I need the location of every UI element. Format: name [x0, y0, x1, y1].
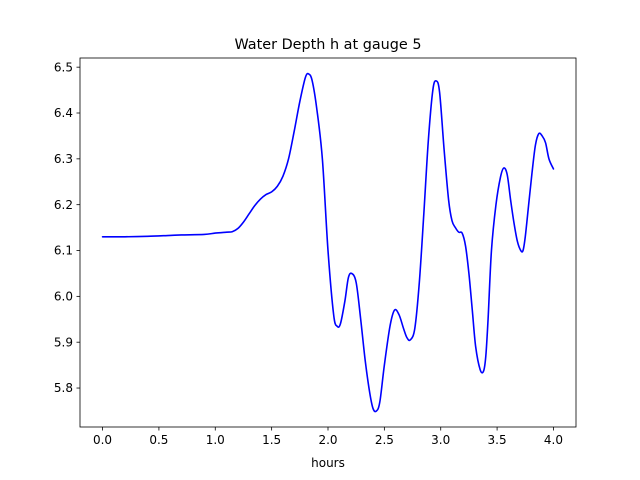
x-tick-label: 2.0 [318, 433, 337, 447]
x-tick-label: 0.0 [93, 433, 112, 447]
x-tick-label: 3.5 [488, 433, 507, 447]
y-tick-label: 6.2 [54, 198, 73, 212]
series-line [101, 72, 555, 413]
y-tick-label: 6.3 [54, 152, 73, 166]
y-tick-label: 6.0 [54, 290, 73, 304]
x-tick-label: 1.0 [206, 433, 225, 447]
y-tick-label: 6.5 [54, 60, 73, 74]
x-tick-label: 4.0 [544, 433, 563, 447]
y-tick-label: 6.4 [54, 106, 73, 120]
x-axis-ticks: 0.0 0.5 1.0 1.5 2.0 2.5 3.0 3.5 4.0 [93, 427, 563, 447]
chart-title: Water Depth h at gauge 5 [234, 37, 421, 53]
x-tick-label: 1.5 [262, 433, 281, 447]
x-tick-label: 2.5 [375, 433, 394, 447]
y-tick-label: 5.9 [54, 335, 73, 349]
y-axis-ticks: 5.8 5.9 6.0 6.1 6.2 6.3 6.4 6.5 [54, 60, 80, 395]
x-tick-label: 3.0 [431, 433, 450, 447]
x-tick-label: 0.5 [149, 433, 168, 447]
y-tick-label: 5.8 [54, 381, 73, 395]
y-tick-label: 6.1 [54, 244, 73, 258]
x-axis-label: hours [311, 456, 345, 470]
